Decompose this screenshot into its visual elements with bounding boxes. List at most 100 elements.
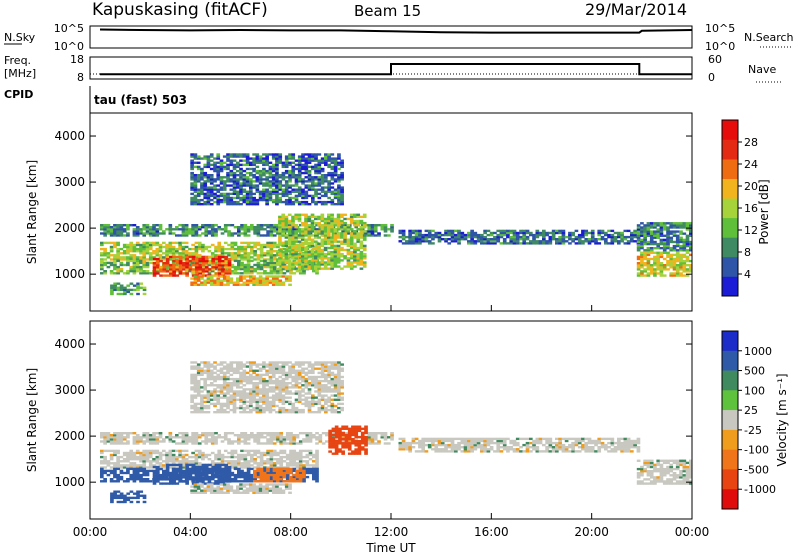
range-cell bbox=[356, 259, 361, 262]
range-cell bbox=[317, 265, 321, 268]
range-cell bbox=[325, 432, 329, 435]
range-cell bbox=[646, 228, 651, 231]
range-cell bbox=[302, 449, 306, 453]
range-cell bbox=[281, 194, 286, 198]
range-cell bbox=[178, 455, 182, 459]
range-cell bbox=[135, 475, 140, 479]
range-cell bbox=[132, 228, 137, 231]
range-cell bbox=[333, 234, 338, 237]
range-cell bbox=[327, 157, 331, 160]
range-cell bbox=[221, 262, 225, 265]
range-cell bbox=[276, 228, 280, 231]
range-cell bbox=[184, 432, 189, 435]
range-cell bbox=[201, 434, 205, 437]
range-cell bbox=[223, 475, 228, 479]
range-cell bbox=[216, 153, 221, 156]
range-cell bbox=[269, 224, 274, 227]
range-cell bbox=[460, 233, 465, 237]
range-cell bbox=[213, 180, 217, 183]
range-cell bbox=[276, 460, 280, 463]
range-cell bbox=[287, 267, 292, 270]
range-cell bbox=[252, 159, 256, 162]
range-cell bbox=[214, 266, 219, 269]
range-cell bbox=[336, 232, 341, 235]
range-cell bbox=[253, 232, 257, 235]
colorbar-swatch bbox=[722, 120, 738, 140]
range-cell bbox=[427, 242, 432, 245]
range-cell bbox=[269, 471, 274, 475]
range-cell bbox=[239, 174, 243, 177]
range-cell bbox=[188, 247, 192, 251]
range-cell bbox=[259, 259, 264, 263]
range-cell bbox=[113, 471, 117, 475]
range-cell bbox=[162, 478, 167, 481]
range-cell bbox=[190, 192, 194, 196]
range-cell bbox=[278, 219, 282, 223]
range-cell bbox=[175, 258, 179, 261]
range-cell bbox=[259, 256, 264, 259]
range-cell bbox=[246, 258, 251, 261]
range-cell bbox=[643, 238, 647, 242]
range-cell bbox=[237, 442, 241, 445]
range-cell bbox=[155, 432, 160, 435]
range-cell bbox=[272, 267, 277, 271]
range-cell bbox=[178, 470, 183, 473]
range-cell bbox=[336, 246, 341, 250]
range-cell bbox=[362, 234, 367, 237]
range-cell bbox=[662, 264, 667, 267]
range-cell bbox=[327, 228, 331, 231]
range-cell bbox=[362, 236, 367, 239]
range-cell bbox=[245, 180, 250, 183]
range-cell bbox=[116, 224, 120, 227]
range-cell bbox=[271, 180, 276, 183]
range-cell bbox=[129, 464, 134, 467]
range-cell bbox=[542, 233, 546, 237]
range-cell bbox=[243, 464, 248, 467]
range-cell bbox=[555, 238, 559, 241]
range-cell bbox=[158, 247, 163, 251]
range-cell bbox=[653, 255, 657, 259]
range-cell bbox=[214, 462, 218, 465]
range-cell bbox=[106, 462, 111, 465]
range-cell bbox=[662, 268, 667, 271]
range-cell bbox=[353, 236, 357, 239]
range-cell bbox=[152, 482, 157, 485]
range-cell bbox=[408, 235, 412, 239]
range-cell bbox=[243, 270, 248, 273]
range-cell bbox=[103, 261, 107, 265]
range-cell bbox=[454, 238, 458, 241]
range-cell bbox=[323, 226, 328, 229]
range-cell bbox=[284, 215, 289, 219]
range-cell bbox=[211, 470, 216, 473]
range-cell bbox=[373, 434, 378, 437]
range-cell bbox=[304, 200, 309, 204]
range-cell bbox=[110, 498, 114, 502]
range-cell bbox=[311, 180, 315, 183]
range-cell bbox=[269, 232, 274, 235]
range-cell bbox=[646, 232, 651, 235]
range-cell bbox=[200, 277, 204, 280]
range-cell bbox=[145, 245, 150, 249]
range-cell bbox=[106, 436, 111, 439]
range-cell bbox=[318, 440, 323, 443]
range-cell bbox=[196, 279, 201, 282]
range-cell bbox=[119, 230, 124, 233]
range-cell bbox=[258, 192, 263, 196]
range-cell bbox=[240, 449, 244, 453]
range-cell bbox=[152, 449, 156, 453]
range-cell bbox=[640, 240, 644, 244]
range-cell bbox=[209, 283, 214, 286]
range-cell bbox=[222, 176, 227, 179]
range-cell bbox=[653, 236, 657, 239]
range-cell bbox=[669, 247, 674, 250]
range-cell bbox=[282, 241, 287, 245]
range-cell bbox=[653, 242, 657, 246]
range-cell bbox=[340, 236, 344, 239]
range-cell bbox=[346, 242, 351, 245]
range-cell bbox=[223, 241, 228, 245]
range-cell bbox=[227, 474, 232, 477]
range-cell bbox=[551, 238, 556, 241]
range-cell bbox=[285, 432, 290, 435]
range-cell bbox=[356, 255, 361, 258]
range-cell bbox=[324, 155, 328, 158]
